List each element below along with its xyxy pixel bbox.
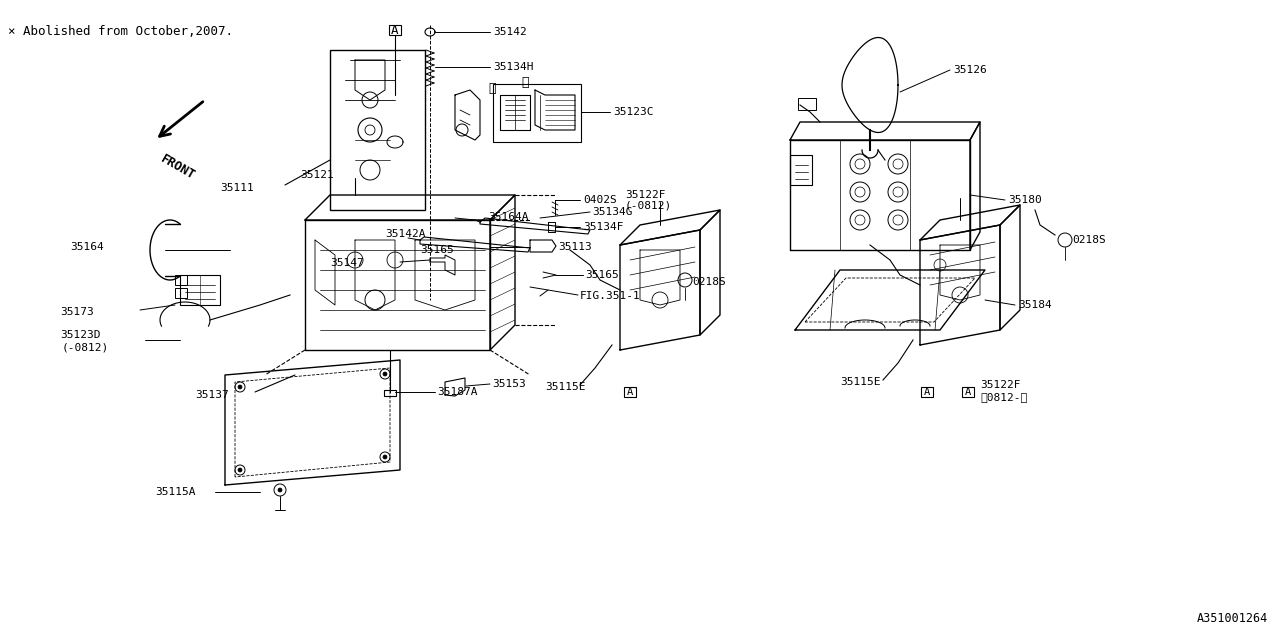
Bar	[790, 155, 812, 185]
Text: FRONT: FRONT	[159, 152, 197, 182]
Text: ※: ※	[488, 81, 495, 95]
Bar	[389, 25, 401, 35]
Text: A: A	[924, 387, 931, 397]
Bar	[963, 387, 974, 397]
Text: 35122F: 35122F	[625, 190, 666, 200]
Text: 35184: 35184	[1018, 300, 1052, 310]
Text: A: A	[392, 24, 399, 36]
Text: 0402S: 0402S	[582, 195, 617, 205]
Text: 0218S: 0218S	[1073, 235, 1106, 245]
Text: 35180: 35180	[1009, 195, 1042, 205]
Bar	[625, 387, 636, 397]
Text: A: A	[627, 387, 634, 397]
Text: 35137: 35137	[195, 390, 229, 400]
Text: 35142: 35142	[493, 27, 527, 37]
Text: (-0812): (-0812)	[61, 342, 109, 352]
Text: 35115E: 35115E	[840, 377, 881, 387]
Text: 35164: 35164	[70, 242, 104, 252]
Text: (-0812): (-0812)	[625, 200, 672, 210]
Circle shape	[238, 468, 242, 472]
Text: 35121: 35121	[300, 170, 334, 180]
Text: 35147: 35147	[330, 258, 364, 268]
Text: 35153: 35153	[492, 379, 526, 389]
Text: A: A	[965, 387, 972, 397]
Circle shape	[383, 372, 387, 376]
Text: A351001264: A351001264	[1197, 612, 1268, 625]
Bar	[384, 390, 396, 396]
Text: 0218S: 0218S	[692, 277, 726, 287]
Text: × Abolished from October,2007.: × Abolished from October,2007.	[8, 25, 233, 38]
Text: 35165: 35165	[585, 270, 618, 280]
Text: 35115A: 35115A	[155, 487, 196, 497]
Text: 35115E: 35115E	[545, 382, 585, 392]
Bar	[797, 98, 817, 110]
Text: FIG.351-1: FIG.351-1	[580, 291, 641, 301]
Bar	[922, 387, 933, 397]
Text: 35134H: 35134H	[493, 62, 534, 72]
Circle shape	[238, 385, 242, 389]
Circle shape	[278, 488, 282, 492]
Text: 35134F: 35134F	[582, 222, 623, 232]
Bar	[180, 275, 220, 305]
Bar	[175, 275, 187, 285]
Text: 35164A: 35164A	[488, 212, 529, 222]
Text: 35123C: 35123C	[613, 107, 654, 117]
Text: 35111: 35111	[220, 183, 253, 193]
Text: 35123D: 35123D	[60, 330, 101, 340]
Bar	[175, 288, 187, 298]
Text: 35142A: 35142A	[385, 229, 425, 239]
Text: 35165: 35165	[420, 245, 453, 255]
Text: 35126: 35126	[954, 65, 987, 75]
Text: 35187A: 35187A	[436, 387, 477, 397]
Circle shape	[383, 455, 387, 459]
Text: 35113: 35113	[558, 242, 591, 252]
Text: 35122F: 35122F	[980, 380, 1020, 390]
Text: 35134G: 35134G	[591, 207, 632, 217]
Text: ※: ※	[521, 76, 529, 88]
Text: 35173: 35173	[60, 307, 93, 317]
Bar	[330, 50, 425, 210]
Text: （0812-）: （0812-）	[980, 392, 1028, 402]
Bar	[493, 84, 581, 142]
